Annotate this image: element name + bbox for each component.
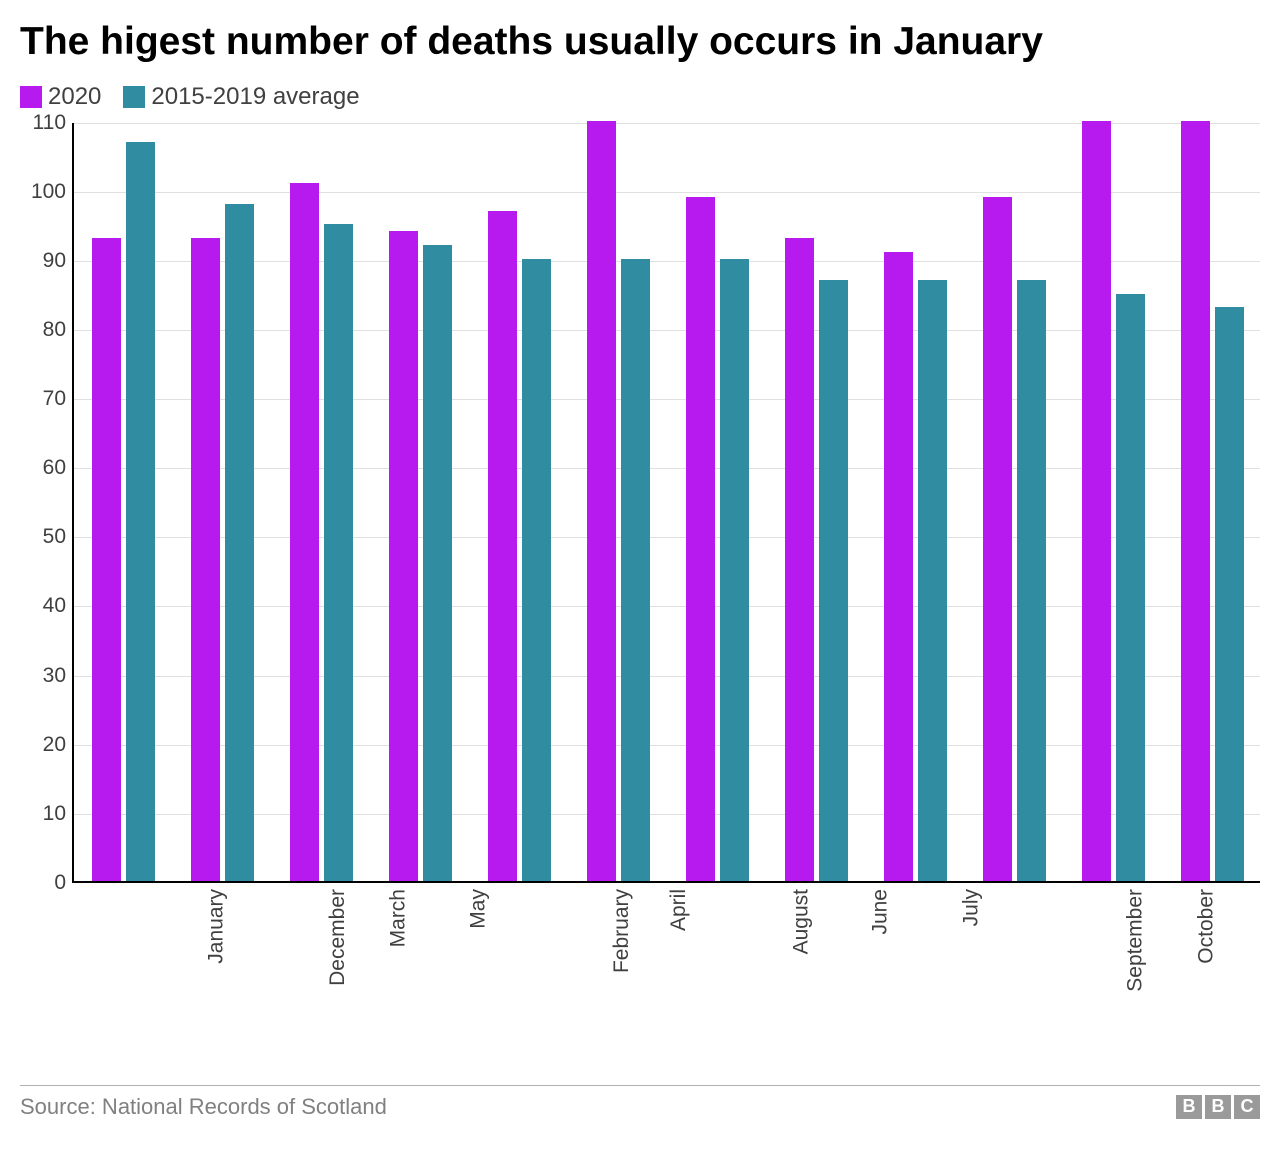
x-tick-label: January [204,889,228,964]
y-tick-label: 30 [43,664,66,688]
y-tick-label: 60 [43,456,66,480]
bar [918,280,947,881]
y-tick-label: 90 [43,249,66,273]
bar [686,197,715,881]
bar [92,238,121,881]
plot-area [72,123,1260,883]
x-tick-label: October [1194,889,1218,964]
bar [290,183,319,881]
bars-layer [74,123,1260,881]
bar [389,231,418,880]
legend-item: 2020 [20,83,101,111]
x-tick-label: May [466,889,490,929]
bar [191,238,220,881]
y-tick-label: 40 [43,594,66,618]
bbc-logo: BBC [1176,1095,1260,1119]
bbc-logo-letter: B [1176,1095,1202,1119]
x-tick-label: April [667,889,691,931]
chart-title: The higest number of deaths usually occu… [20,20,1260,65]
bar [1082,121,1111,881]
bar [720,259,749,881]
x-tick-label: June [868,889,892,935]
x-tick-label: December [325,889,349,986]
chart-plot: 0102030405060708090100110 [20,123,1260,883]
bar [488,211,517,881]
bar [126,142,155,881]
legend-swatch [123,86,145,108]
bar [785,238,814,881]
y-tick-label: 110 [33,111,66,135]
x-tick-label: March [386,889,410,947]
bbc-logo-letter: C [1234,1095,1260,1119]
bar [819,280,848,881]
x-tick-label: July [959,889,983,926]
bar [1215,307,1244,880]
y-tick-label: 70 [43,387,66,411]
legend-label: 2020 [48,83,101,111]
legend-label: 2015-2019 average [151,83,359,111]
bar [621,259,650,881]
bar [983,197,1012,881]
bar [522,259,551,881]
bbc-logo-letter: B [1205,1095,1231,1119]
source-label: Source: National Records of Scotland [20,1094,387,1120]
chart-legend: 2020 2015-2019 average [20,83,1260,111]
y-tick-label: 20 [43,733,66,757]
x-tick-label: February [610,889,634,973]
bar [324,224,353,880]
bar [884,252,913,881]
x-tick-label: August [789,889,813,954]
y-tick-label: 50 [43,525,66,549]
footer-divider [20,1085,1260,1086]
y-tick-label: 80 [43,318,66,342]
bar [587,121,616,881]
bar [1181,121,1210,881]
bar [423,245,452,881]
y-axis: 0102030405060708090100110 [20,123,72,883]
bar [1116,294,1145,881]
y-tick-label: 100 [31,180,66,204]
legend-item: 2015-2019 average [123,83,359,111]
legend-swatch [20,86,42,108]
x-axis-labels: January December March May February April Augu… [20,883,1260,1073]
bar [1017,280,1046,881]
x-tick-label: September [1123,889,1147,992]
chart-footer: Source: National Records of Scotland BBC [20,1094,1260,1120]
bar [225,204,254,881]
y-tick-label: 10 [43,802,66,826]
